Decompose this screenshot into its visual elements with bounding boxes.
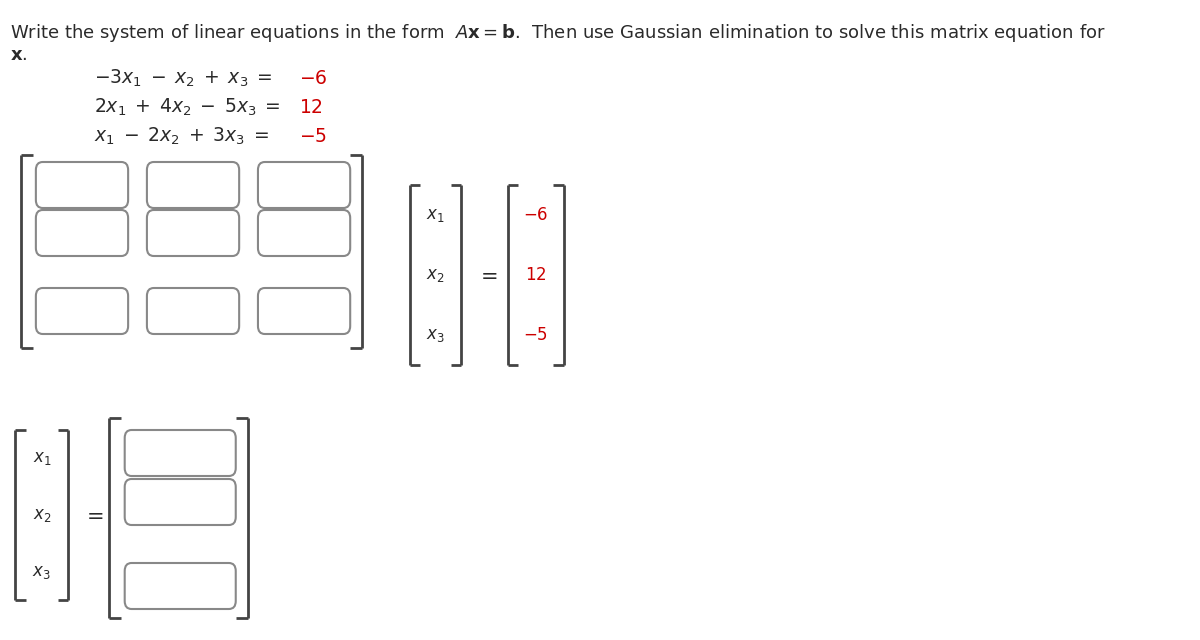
Text: $-6$: $-6$ xyxy=(523,206,548,224)
FancyBboxPatch shape xyxy=(146,210,239,256)
Text: $x_1$: $x_1$ xyxy=(426,206,445,224)
Text: $-6$: $-6$ xyxy=(299,68,328,88)
Text: $12$: $12$ xyxy=(526,266,547,284)
FancyBboxPatch shape xyxy=(146,162,239,208)
FancyBboxPatch shape xyxy=(258,210,350,256)
Text: $2x_1\;+\;4x_2\;-\;5x_3\;=$: $2x_1\;+\;4x_2\;-\;5x_3\;=$ xyxy=(94,97,281,118)
Text: Write the system of linear equations in the form  $A\mathbf{x} = \mathbf{b}$.  T: Write the system of linear equations in … xyxy=(11,22,1106,44)
FancyBboxPatch shape xyxy=(125,479,235,525)
Text: $x_3$: $x_3$ xyxy=(426,326,445,344)
FancyBboxPatch shape xyxy=(36,210,128,256)
Text: $-3x_1\;-\;x_2\;+\;x_3\;=$: $-3x_1\;-\;x_2\;+\;x_3\;=$ xyxy=(94,67,272,89)
Text: $-5$: $-5$ xyxy=(523,326,548,344)
Text: $x_2$: $x_2$ xyxy=(426,266,445,284)
Text: $-5$: $-5$ xyxy=(299,127,326,145)
Text: $12$: $12$ xyxy=(299,97,323,116)
FancyBboxPatch shape xyxy=(146,288,239,334)
FancyBboxPatch shape xyxy=(125,430,235,476)
Text: $\mathbf{x}$.: $\mathbf{x}$. xyxy=(11,46,28,64)
FancyBboxPatch shape xyxy=(36,162,128,208)
Text: $x_1\;-\;2x_2\;+\;3x_3\;=$: $x_1\;-\;2x_2\;+\;3x_3\;=$ xyxy=(94,125,269,147)
Text: $x_2$: $x_2$ xyxy=(32,506,52,524)
Text: $=$: $=$ xyxy=(82,505,103,525)
FancyBboxPatch shape xyxy=(36,288,128,334)
Text: $x_1$: $x_1$ xyxy=(32,449,52,467)
Text: $x_3$: $x_3$ xyxy=(32,563,52,580)
FancyBboxPatch shape xyxy=(258,288,350,334)
Text: $=$: $=$ xyxy=(476,265,498,285)
FancyBboxPatch shape xyxy=(258,162,350,208)
FancyBboxPatch shape xyxy=(125,563,235,609)
